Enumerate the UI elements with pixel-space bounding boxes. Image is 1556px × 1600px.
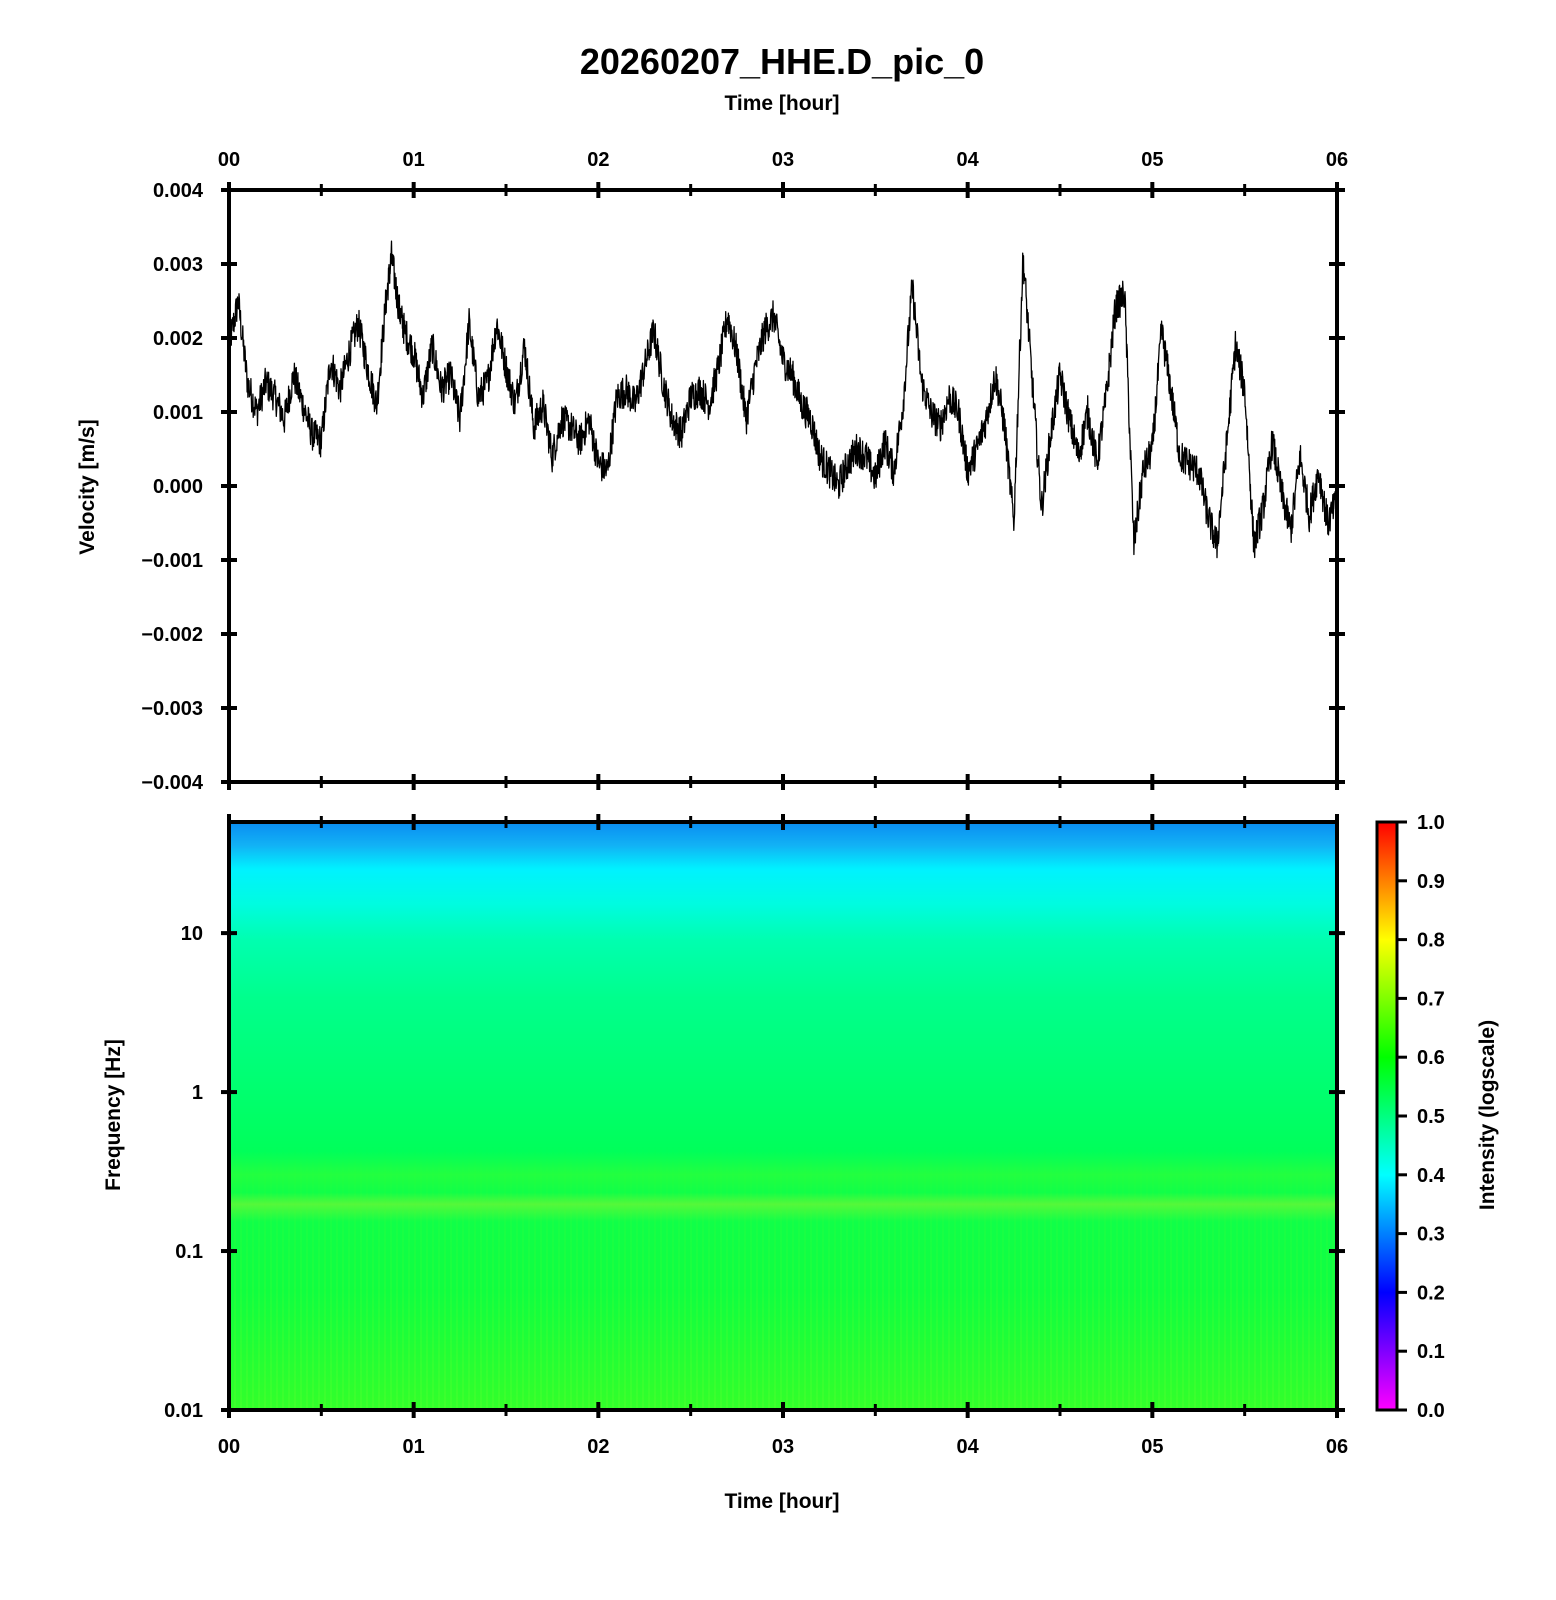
- waveform-yticks: 0.004 0.003 0.002 0.001 0.000 −0.001 −0.002 −0.…: [141, 180, 1345, 794]
- waveform-xtick-label: 05: [1141, 149, 1163, 171]
- waveform-ytick-label: −0.004: [141, 772, 204, 794]
- spectrogram-ytick-label: 0.01: [164, 1400, 203, 1422]
- colorbar-tick-label: 0.4: [1417, 1165, 1446, 1187]
- waveform-ytick-label: 0.002: [153, 328, 203, 350]
- waveform-ytick-label: −0.003: [141, 698, 203, 720]
- waveform-top-xticks: 00 01 02 03 04 05 06: [218, 149, 1348, 790]
- colorbar-label: Intensity (logscale): [1476, 1020, 1499, 1210]
- colorbar-tick-label: 0.5: [1417, 1106, 1445, 1128]
- spectrogram-xtick-label: 03: [772, 1436, 794, 1458]
- waveform-ytick-label: 0.003: [153, 254, 203, 276]
- spectrogram-ylabel: Frequency [Hz]: [102, 1039, 125, 1191]
- spectrogram-ytick-label: 0.1: [175, 1241, 203, 1263]
- waveform-ytick-label: 0.000: [153, 476, 203, 498]
- spectrogram-xtick-label: 04: [957, 1436, 980, 1458]
- spectrogram-panel: 00 01 02 03 04 05 06 10 1 0.1 0.01 Frequency [Hz]…: [102, 814, 1348, 1513]
- colorbar-tick-label: 0.9: [1417, 871, 1445, 893]
- waveform-xtick-label: 00: [218, 149, 240, 171]
- colorbar-tick-label: 0.0: [1417, 1400, 1445, 1422]
- spectrogram-xlabel: Time [hour]: [724, 1490, 839, 1513]
- colorbar: 1.0 0.9 0.8 0.7 0.6 0.5 0.4 0.3 0.2 0.1 0.0 Intens…: [1375, 812, 1499, 1422]
- waveform-xtick-label: 02: [587, 149, 609, 171]
- spectrogram-ytick-label: 10: [181, 923, 203, 945]
- colorbar-tick-label: 0.8: [1417, 930, 1445, 952]
- waveform-panel: 00 01 02 03 04 05 06 0.004 0.003 0.002 0.001 0.000…: [76, 149, 1348, 794]
- colorbar-tick-label: 0.6: [1417, 1047, 1445, 1069]
- figure-title: 20260207_HHE.D_pic_0: [580, 41, 984, 82]
- waveform-xtick-label: 04: [957, 149, 980, 171]
- top-axis-label: Time [hour]: [724, 92, 839, 115]
- waveform-xtick-label: 01: [403, 149, 425, 171]
- spectrogram-xtick-label: 01: [403, 1436, 425, 1458]
- waveform-ytick-label: 0.001: [153, 402, 203, 424]
- waveform-ytick-label: −0.002: [141, 624, 203, 646]
- waveform-plot-area: [229, 190, 1337, 782]
- spectrogram-xtick-label: 00: [218, 1436, 240, 1458]
- waveform-line: [228, 240, 1338, 559]
- spectrogram-xtick-label: 05: [1141, 1436, 1163, 1458]
- colorbar-tick-label: 0.7: [1417, 988, 1445, 1010]
- waveform-ytick-label: −0.001: [141, 550, 203, 572]
- colorbar-tick-label: 0.1: [1417, 1341, 1445, 1363]
- colorbar-tick-label: 0.2: [1417, 1282, 1445, 1304]
- spectrogram-xtick-label: 06: [1326, 1436, 1348, 1458]
- spectrogram-xtick-label: 02: [587, 1436, 609, 1458]
- colorbar-gradient: [1375, 820, 1399, 1412]
- spectrogram-xticks: 00 01 02 03 04 05 06: [218, 814, 1348, 1458]
- colorbar-ticks: 1.0 0.9 0.8 0.7 0.6 0.5 0.4 0.3 0.2 0.1 0.0: [1397, 812, 1446, 1422]
- waveform-ytick-label: 0.004: [153, 180, 204, 202]
- spectrogram-yticks: 10 1 0.1 0.01: [164, 923, 1345, 1422]
- colorbar-tick-label: 1.0: [1417, 812, 1445, 834]
- spectrogram-texture: [229, 822, 1337, 1410]
- waveform-xtick-label: 06: [1326, 149, 1348, 171]
- colorbar-tick-label: 0.3: [1417, 1224, 1445, 1246]
- waveform-xtick-label: 03: [772, 149, 794, 171]
- waveform-ylabel: Velocity [m/s]: [76, 419, 99, 554]
- spectrogram-ytick-label: 1: [192, 1082, 203, 1104]
